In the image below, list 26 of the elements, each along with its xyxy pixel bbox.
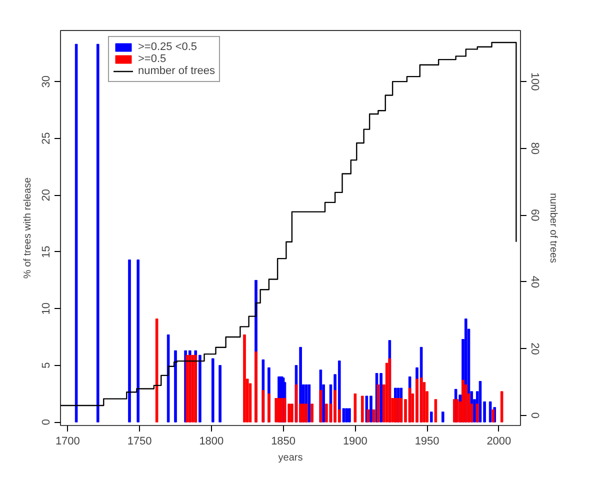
x-tick-label: 1750 xyxy=(127,436,152,448)
y2-tick-label: 60 xyxy=(528,209,540,222)
x-tick-label: 1900 xyxy=(342,436,368,448)
x-tick-label: 1700 xyxy=(55,436,80,448)
y-tick-label: 5 xyxy=(40,362,52,368)
y-tick-label: 25 xyxy=(40,132,52,144)
x-axis-title: years xyxy=(278,452,303,464)
legend-label: >=0.5 xyxy=(138,53,166,65)
y2-tick-label: 20 xyxy=(528,342,540,355)
x-tick-label: 1800 xyxy=(199,436,224,448)
y-tick-label: 15 xyxy=(40,246,52,258)
y-axis-title: % of trees with release xyxy=(22,176,34,279)
y2-tick-label: 40 xyxy=(528,276,540,288)
y-tick-label: 20 xyxy=(40,188,52,202)
y-tick-label: 0 xyxy=(40,419,52,426)
y2-axis-title: number of trees xyxy=(548,192,558,264)
y2-tick-label: 80 xyxy=(528,142,540,154)
y-tick-label: 30 xyxy=(40,75,52,88)
y2-tick-label: 0 xyxy=(528,412,540,419)
y2-tick-label: 100 xyxy=(528,72,540,91)
legend-label: number of trees xyxy=(138,65,216,77)
x-tick-label: 1950 xyxy=(414,436,440,448)
y-tick-label: 10 xyxy=(40,302,52,315)
x-tick-label: 1850 xyxy=(271,436,296,448)
legend-label: >=0.25 <0.5 xyxy=(138,41,198,53)
x-tick-label: 2000 xyxy=(486,436,512,448)
